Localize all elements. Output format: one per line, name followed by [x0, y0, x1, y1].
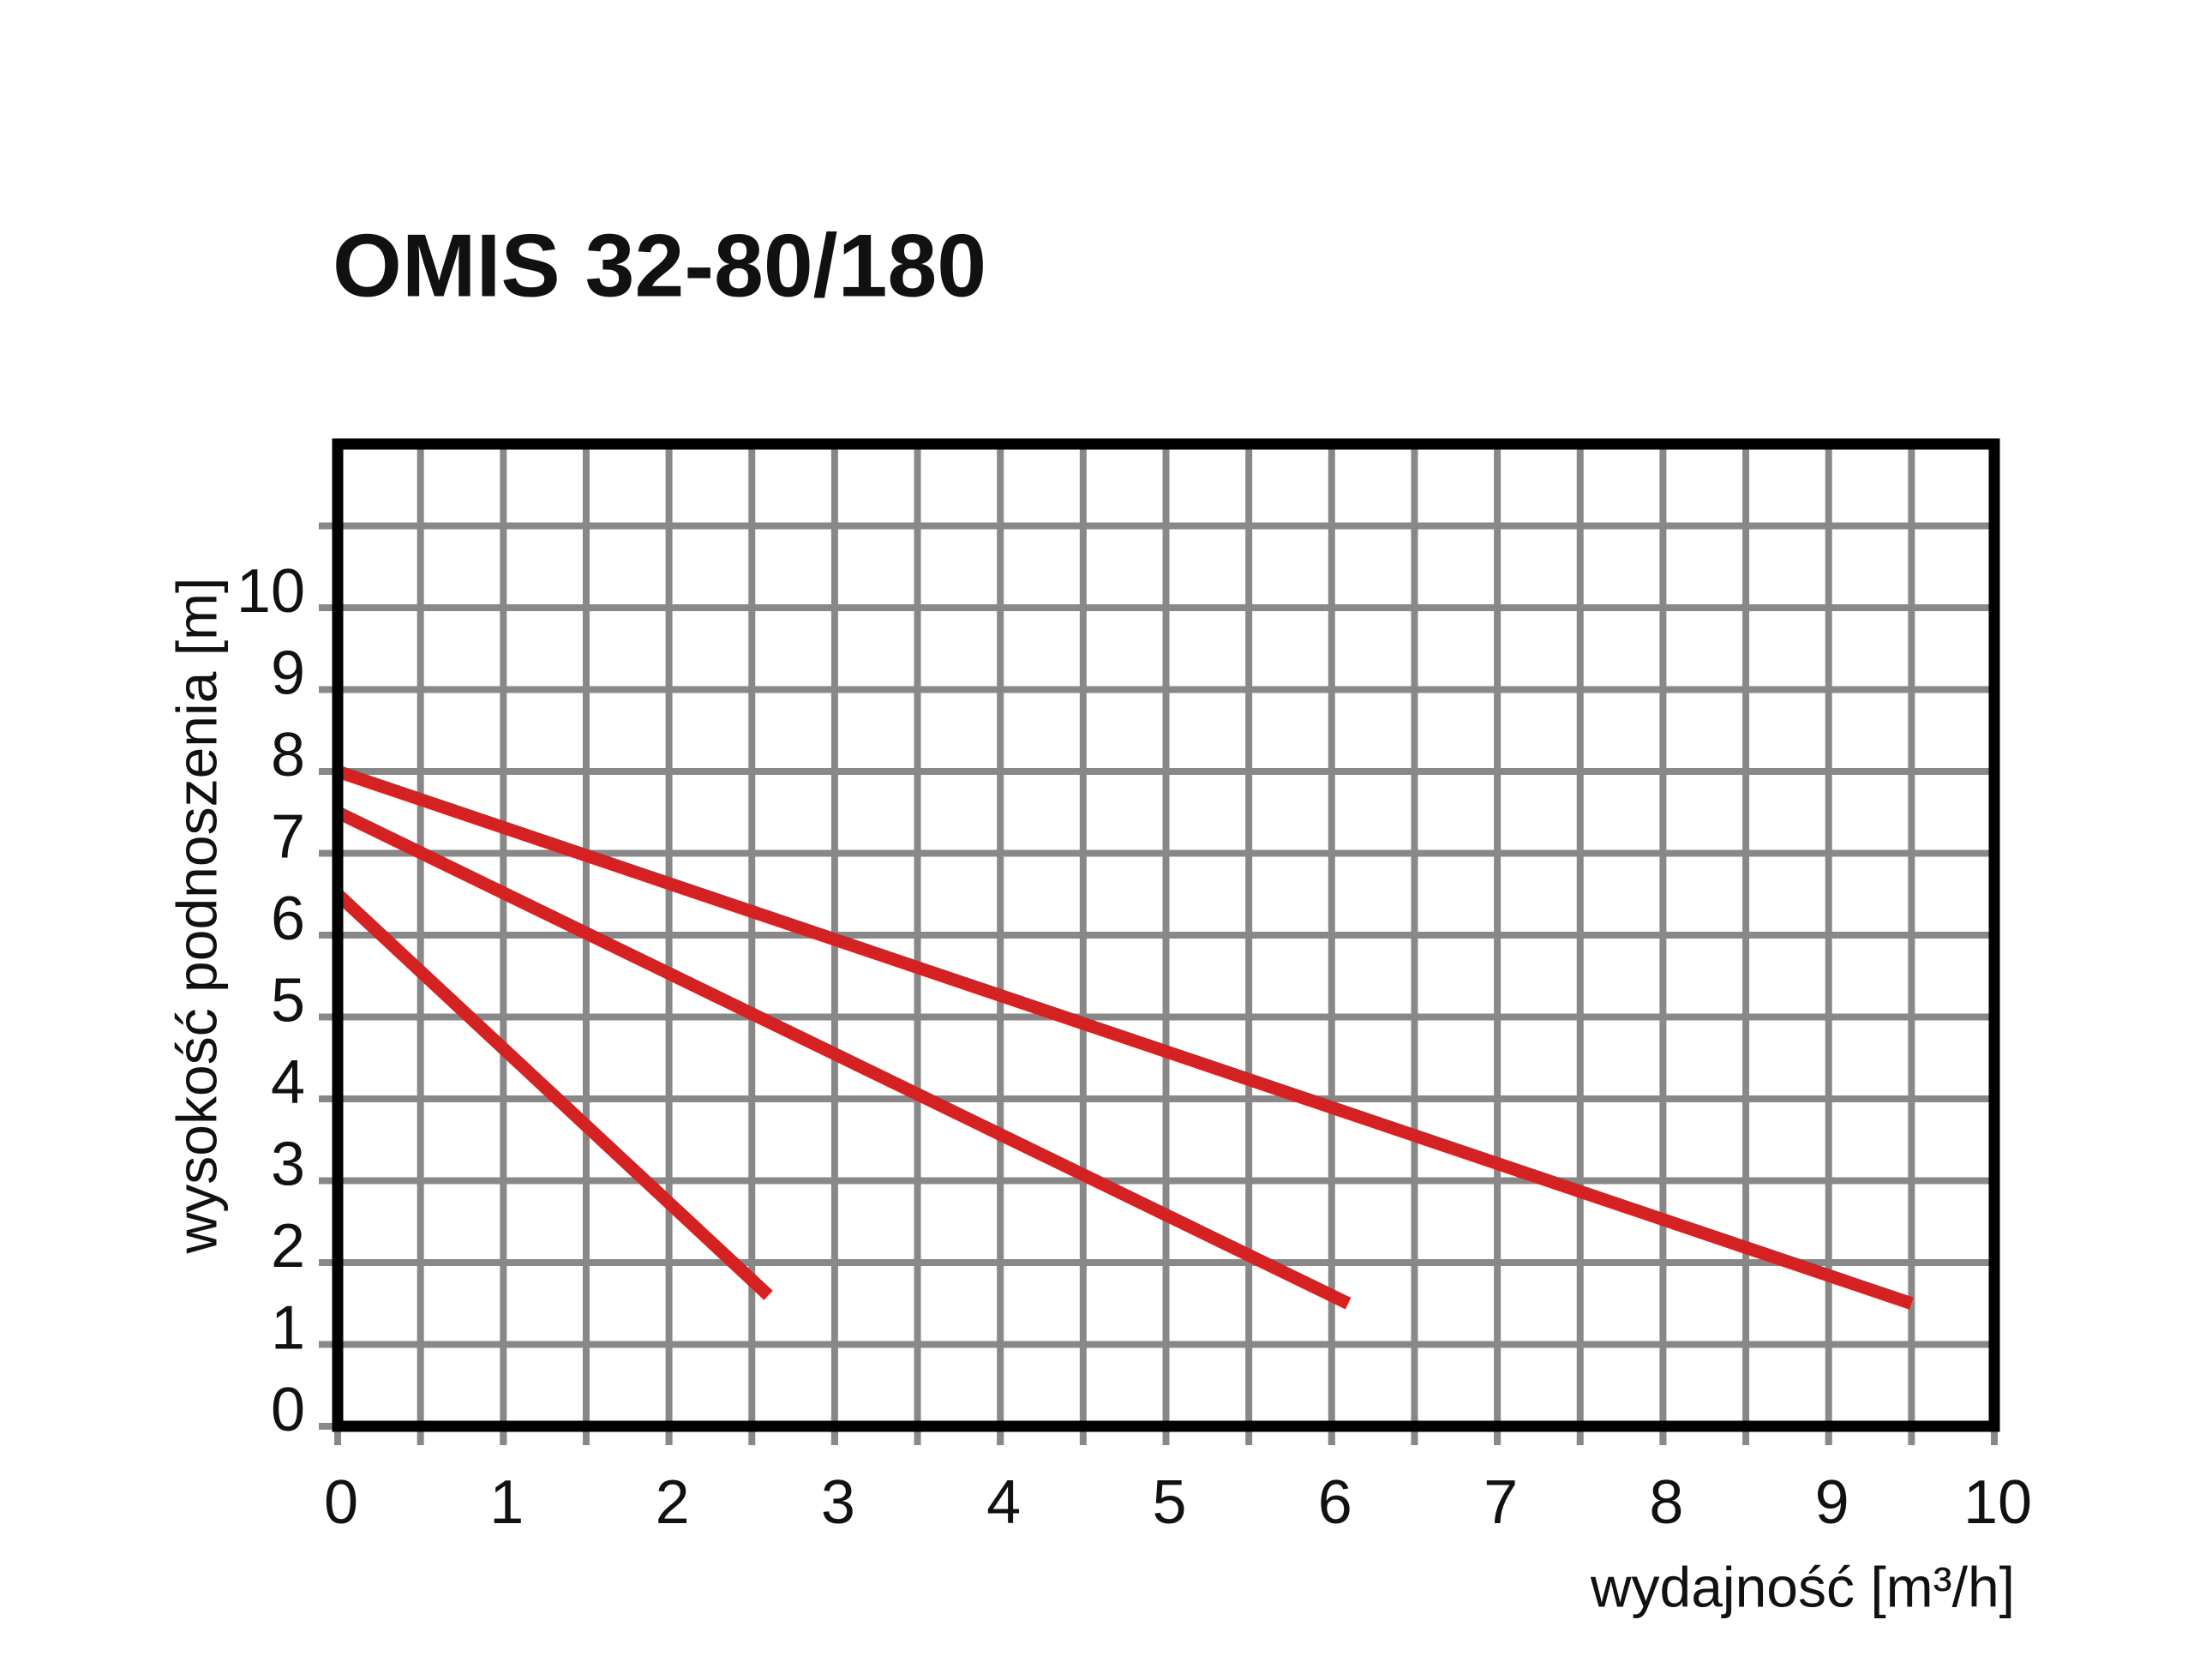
y-tick-label: 0 — [271, 1376, 305, 1444]
y-tick-label: 3 — [271, 1131, 305, 1199]
y-tick-label: 10 — [237, 557, 305, 626]
x-tick-label: 7 — [1484, 1468, 1518, 1537]
plot-border — [332, 438, 2000, 1432]
y-tick-label: 8 — [271, 721, 305, 789]
curve — [335, 765, 1914, 1310]
y-axis-label: wysokość podnoszenia [m] — [165, 578, 228, 1255]
x-tick-label: 4 — [986, 1468, 1021, 1537]
x-axis-label: wydajność [m³/h] — [1590, 1555, 2015, 1618]
x-tick-label: 8 — [1649, 1468, 1683, 1537]
x-tick-label: 0 — [324, 1468, 358, 1537]
x-tick-label: 6 — [1318, 1468, 1352, 1537]
x-tick-label: 10 — [1963, 1468, 2032, 1537]
curve — [333, 889, 773, 1300]
y-tick-label: 2 — [271, 1212, 305, 1281]
x-tick-label: 1 — [489, 1468, 524, 1537]
x-tick-label: 5 — [1152, 1468, 1186, 1537]
x-tick-label: 2 — [656, 1468, 690, 1537]
y-tick-label: 5 — [271, 967, 305, 1035]
chart-title: OMIS 32-80/180 — [333, 216, 986, 315]
y-tick-label: 4 — [271, 1048, 305, 1117]
x-tick-label: 9 — [1815, 1468, 1849, 1537]
x-tick-label: 3 — [821, 1468, 855, 1537]
y-tick-label: 9 — [271, 639, 305, 708]
y-tick-label: 7 — [271, 803, 305, 872]
curve — [334, 807, 1352, 1310]
y-tick-label: 1 — [271, 1294, 305, 1363]
y-tick-label: 6 — [271, 885, 305, 953]
